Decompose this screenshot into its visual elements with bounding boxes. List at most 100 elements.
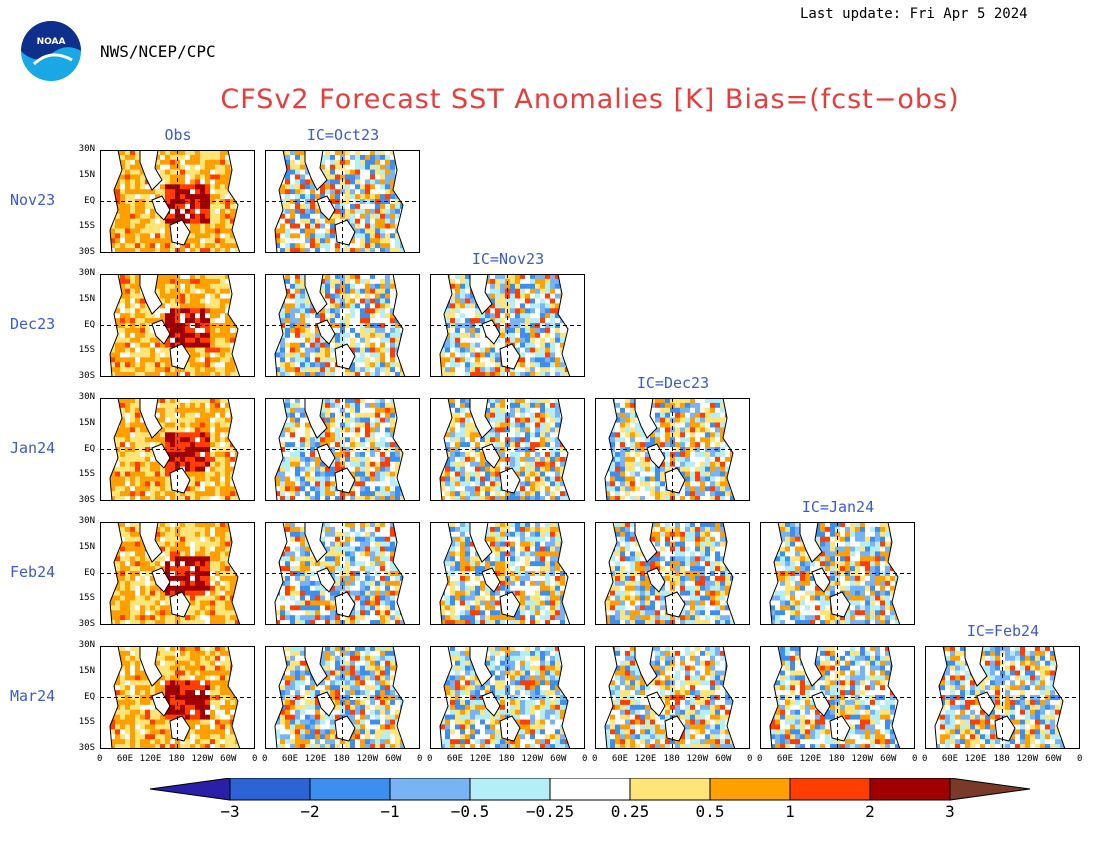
sst-cell	[465, 332, 471, 339]
sst-cell	[365, 150, 371, 156]
sst-cell	[330, 223, 336, 229]
sst-cell	[125, 456, 131, 463]
sst-cell	[520, 432, 526, 438]
sst-cell	[540, 402, 546, 409]
sst-cell	[475, 352, 481, 358]
sst-cell	[345, 432, 351, 438]
landmass	[334, 467, 356, 494]
sst-cell	[290, 313, 296, 319]
sst-cell	[135, 174, 141, 180]
sst-cell	[300, 164, 306, 171]
sst-cell	[330, 491, 336, 497]
sst-cell	[160, 432, 166, 438]
sst-cell	[390, 308, 396, 314]
sst-cell	[190, 496, 196, 501]
sst-cell	[545, 427, 551, 433]
sst-cell	[205, 283, 211, 290]
sst-cell	[210, 372, 216, 377]
sst-cell	[320, 278, 326, 285]
sst-cell	[530, 274, 536, 280]
sst-cell	[470, 298, 476, 304]
sst-cell	[200, 208, 206, 215]
sst-cell	[375, 491, 381, 497]
sst-cell	[300, 491, 306, 497]
sst-cell	[350, 402, 356, 409]
sst-cell	[365, 481, 371, 487]
sst-cell	[475, 437, 481, 443]
sst-cell	[120, 342, 126, 348]
sst-cell	[215, 199, 221, 205]
sst-cell	[520, 288, 526, 295]
sst-cell	[195, 179, 201, 185]
sst-cell	[465, 327, 471, 334]
sst-cell	[210, 347, 216, 353]
sst-cell	[360, 407, 366, 414]
sst-cell	[330, 179, 336, 185]
sst-cell	[360, 451, 366, 458]
sst-cell	[155, 412, 161, 419]
sst-cell	[150, 451, 156, 458]
sst-cell	[300, 372, 306, 377]
sst-cell	[215, 154, 221, 161]
sst-cell	[320, 189, 326, 195]
sst-cell	[465, 437, 471, 443]
sst-cell	[390, 412, 396, 419]
sst-cell	[160, 352, 166, 358]
sst-cell	[490, 427, 496, 433]
sst-cell	[350, 398, 356, 404]
sst-cell	[210, 228, 216, 234]
sst-cell	[120, 481, 126, 487]
sst-cell	[275, 471, 281, 477]
sst-cell	[345, 407, 351, 414]
sst-cell	[350, 422, 356, 428]
sst-cell	[290, 327, 296, 334]
sst-cell	[165, 447, 171, 453]
sst-cell	[195, 402, 201, 409]
sst-cell	[210, 150, 216, 156]
sst-cell	[330, 318, 336, 324]
sst-cell	[185, 203, 191, 210]
sst-cell	[365, 238, 371, 244]
sst-cell	[375, 402, 381, 409]
sst-cell	[295, 288, 301, 295]
sst-cell	[185, 194, 191, 200]
sst-cell	[340, 159, 346, 166]
sst-cell	[380, 164, 386, 171]
sst-cell	[490, 293, 496, 299]
sst-cell	[330, 184, 336, 190]
sst-cell	[210, 486, 216, 492]
sst-cell	[225, 169, 231, 175]
sst-cell	[380, 243, 386, 249]
sst-cell	[215, 332, 221, 339]
sst-cell	[470, 372, 476, 377]
sst-cell	[125, 169, 131, 175]
sst-cell	[495, 323, 501, 329]
sst-cell	[345, 159, 351, 166]
sst-cell	[335, 491, 341, 497]
sst-cell	[230, 208, 236, 215]
sst-cell	[520, 278, 526, 285]
sst-cell	[120, 461, 126, 468]
sst-cell	[205, 461, 211, 468]
sst-cell	[285, 233, 291, 239]
sst-cell	[340, 283, 346, 290]
sst-cell	[130, 352, 136, 358]
sst-cell	[485, 288, 491, 295]
sst-cell	[495, 274, 501, 280]
sst-cell	[495, 437, 501, 443]
sst-cell	[180, 164, 186, 171]
sst-cell	[560, 327, 566, 334]
sst-cell	[145, 233, 151, 239]
sst-cell	[535, 362, 541, 368]
sst-cell	[200, 342, 206, 348]
sst-cell	[350, 461, 356, 468]
sst-cell	[515, 274, 521, 280]
sst-cell	[370, 308, 376, 314]
sst-cell	[130, 203, 136, 210]
sst-cell	[220, 456, 226, 463]
sst-cell	[350, 412, 356, 419]
sst-cell	[225, 189, 231, 195]
sst-cell	[295, 362, 301, 368]
sst-cell	[470, 357, 476, 363]
sst-cell	[375, 417, 381, 423]
